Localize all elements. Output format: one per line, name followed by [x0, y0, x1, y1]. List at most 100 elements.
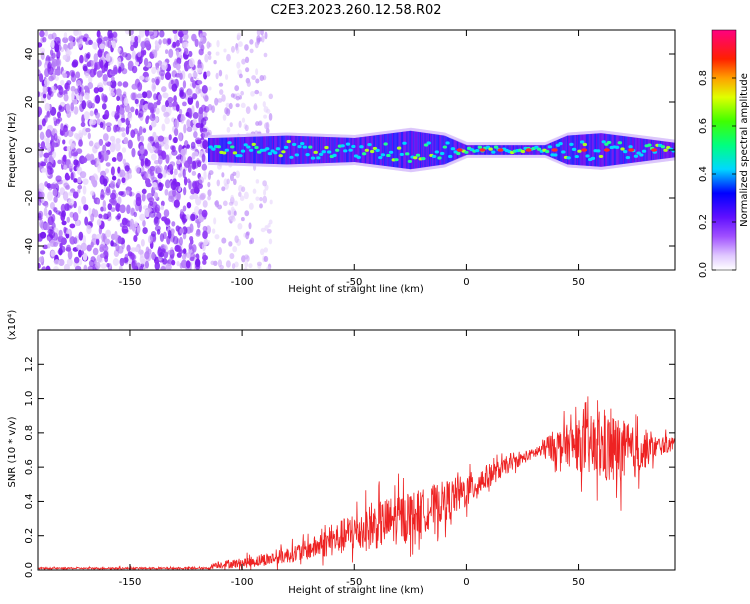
sparse-speckle: [207, 189, 212, 197]
noise-speckle: [175, 104, 180, 112]
snr-ytick-label: 0.0: [24, 562, 35, 578]
noise-speckle: [99, 253, 105, 259]
noise-speckle: [118, 191, 124, 196]
noise-speckle: [158, 94, 162, 102]
noise-speckle: [159, 30, 165, 38]
noise-speckle: [192, 181, 198, 191]
noise-speckle: [43, 152, 50, 159]
signal-ridge: [558, 142, 563, 146]
noise-speckle: [131, 262, 138, 270]
noise-speckle: [71, 61, 78, 68]
noise-speckle: [135, 164, 140, 175]
noise-speckle: [49, 183, 56, 189]
noise-speckle: [165, 49, 169, 55]
noise-speckle: [87, 82, 94, 90]
noise-speckle: [98, 213, 103, 219]
sparse-speckle: [226, 178, 230, 185]
noise-speckle: [115, 202, 121, 212]
noise-speckle: [174, 118, 180, 129]
noise-speckle: [144, 157, 149, 165]
noise-speckle: [185, 213, 191, 220]
spectrogram-xtick-label: -50: [346, 277, 362, 288]
noise-speckle: [192, 71, 199, 78]
sparse-speckle: [256, 261, 262, 267]
noise-speckle: [73, 159, 79, 166]
noise-speckle: [38, 91, 41, 98]
noise-speckle: [38, 262, 41, 269]
noise-speckle: [43, 157, 49, 164]
snr-ytick-label: 0.8: [24, 425, 35, 441]
noise-speckle: [92, 247, 99, 256]
sparse-speckle: [221, 186, 226, 192]
noise-speckle: [88, 140, 94, 147]
noise-speckle: [68, 35, 74, 42]
noise-speckle: [97, 87, 104, 93]
noise-speckle: [154, 225, 161, 232]
sparse-speckle: [224, 182, 229, 190]
noise-speckle: [127, 112, 133, 122]
sparse-speckle: [234, 200, 239, 207]
noise-speckle: [70, 150, 75, 157]
noise-speckle: [60, 79, 65, 86]
signal-ridge: [289, 155, 294, 159]
signal-ridge: [399, 152, 405, 157]
noise-speckle: [164, 217, 171, 226]
colorbar-tick-label: 0.2: [698, 214, 709, 230]
noise-speckle: [145, 76, 151, 82]
noise-speckle: [38, 212, 42, 219]
signal-ridge: [660, 145, 666, 149]
noise-speckle: [183, 176, 188, 186]
noise-speckle: [182, 41, 189, 49]
snr-marks: [38, 396, 675, 570]
snr-series-line: [38, 396, 675, 570]
noise-speckle: [121, 147, 127, 153]
sparse-speckle: [215, 72, 219, 80]
noise-speckle: [122, 158, 126, 165]
signal-ridge: [275, 147, 281, 151]
noise-speckle: [89, 110, 94, 117]
sparse-speckle: [249, 239, 253, 245]
noise-speckle: [73, 178, 78, 183]
sparse-speckle: [253, 103, 258, 111]
sparse-speckle: [221, 237, 227, 244]
noise-speckle: [158, 182, 162, 187]
noise-speckle: [55, 69, 61, 76]
noise-speckle: [157, 135, 165, 142]
noise-speckle: [198, 48, 204, 56]
noise-speckle: [186, 126, 193, 133]
noise-speckle: [171, 221, 176, 227]
noise-speckle: [138, 108, 144, 118]
noise-speckle: [182, 30, 189, 35]
signal-ridge: [208, 145, 213, 149]
noise-speckle: [187, 72, 192, 79]
noise-speckle: [103, 152, 109, 162]
noise-speckle: [45, 129, 52, 138]
signal-ridge: [388, 150, 394, 154]
signal-ridge: [224, 148, 230, 152]
signal-ridge: [601, 140, 606, 144]
signal-ridge: [547, 145, 553, 149]
noise-speckle: [143, 66, 149, 72]
noise-speckle: [121, 132, 126, 138]
sparse-speckle: [210, 260, 215, 266]
noise-speckle: [99, 175, 105, 185]
signal-ridge: [383, 142, 388, 146]
noise-speckle: [120, 117, 126, 123]
sparse-speckle: [207, 51, 212, 56]
signal-ridge: [254, 145, 259, 150]
noise-speckle: [91, 233, 97, 241]
noise-speckle: [105, 122, 112, 127]
noise-speckle: [135, 108, 139, 116]
noise-speckle: [80, 90, 85, 97]
noise-speckle: [154, 204, 161, 213]
noise-speckle: [195, 159, 202, 165]
signal-ridge: [491, 150, 496, 154]
noise-speckle: [131, 50, 136, 60]
sparse-speckle: [254, 41, 259, 49]
noise-speckle: [134, 246, 140, 253]
noise-speckle: [188, 50, 193, 58]
sparse-speckle: [238, 191, 242, 197]
noise-speckle: [47, 33, 54, 40]
sparse-speckle: [268, 93, 274, 100]
